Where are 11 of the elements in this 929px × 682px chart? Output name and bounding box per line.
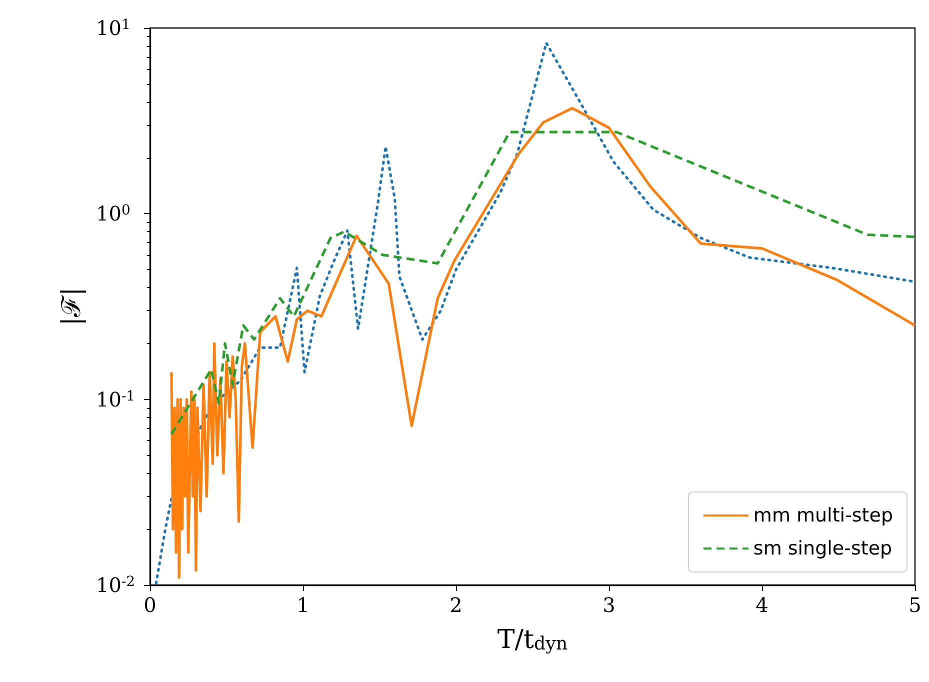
legend-label: mm multi-step	[753, 504, 894, 526]
x-tick-label: 0	[144, 593, 156, 617]
y-axis-title: |ℱ|	[57, 287, 88, 326]
legend-label: sm single-step	[753, 538, 892, 560]
x-tick-label: 3	[602, 593, 616, 617]
x-axis-title: T/tdyn	[497, 625, 568, 655]
line-series	[170, 130, 916, 436]
x-tick-label: 5	[908, 593, 922, 617]
x-tick-label: 2	[450, 593, 462, 617]
x-tick-label: 4	[756, 593, 768, 617]
x-tick-label: 1	[296, 593, 310, 617]
